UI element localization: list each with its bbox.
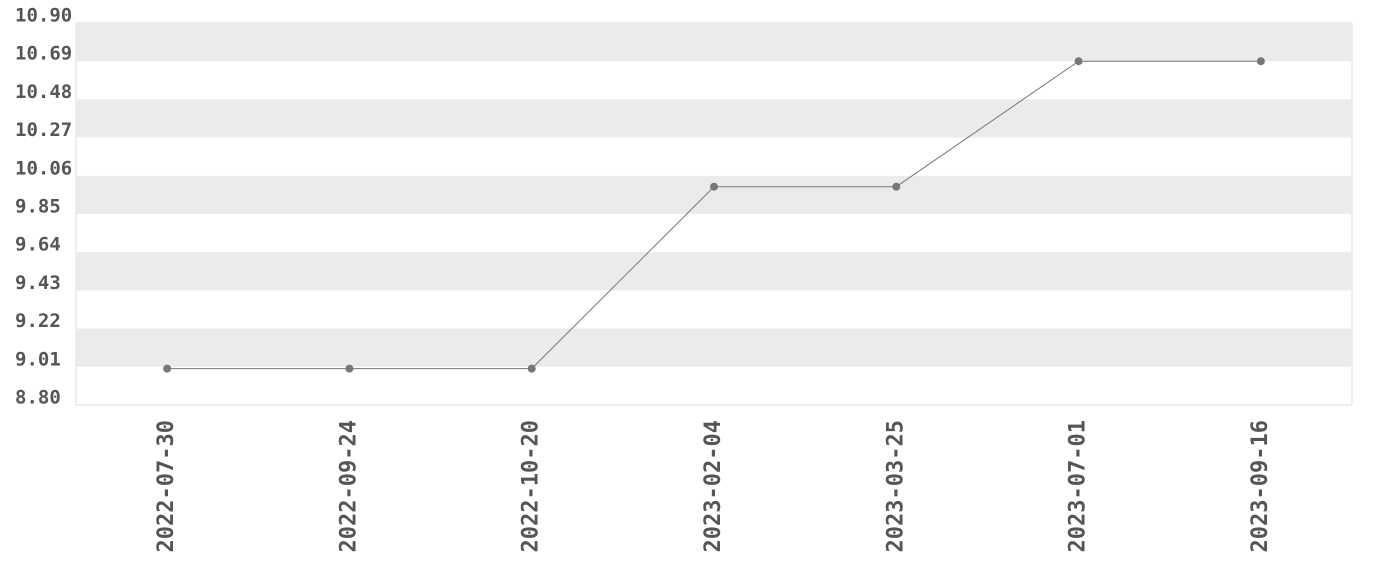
y-tick-label: 9.01 xyxy=(15,348,61,370)
x-tick-label: 2023-02-04 xyxy=(701,420,726,552)
y-tick-label: 10.06 xyxy=(15,157,72,179)
point xyxy=(1074,57,1083,66)
grid-band xyxy=(76,99,1352,138)
point xyxy=(345,364,354,373)
x-tick-label: 2023-07-01 xyxy=(1066,420,1091,552)
point xyxy=(163,364,172,373)
point xyxy=(892,182,901,191)
point xyxy=(1256,57,1265,66)
x-tick-label: 2022-10-20 xyxy=(519,420,544,552)
x-tick-label: 2022-07-30 xyxy=(154,420,179,552)
y-tick-label: 9.64 xyxy=(15,234,61,256)
grid-band xyxy=(76,252,1352,291)
y-tick-label: 8.80 xyxy=(15,387,61,409)
x-tick-label: 2022-09-24 xyxy=(336,420,361,552)
x-tick-label: 2023-09-16 xyxy=(1248,420,1273,552)
y-tick-label: 9.85 xyxy=(15,196,61,218)
y-tick-label: 10.48 xyxy=(15,81,72,103)
y-tick-label: 9.22 xyxy=(15,310,61,332)
y-tick-label: 10.27 xyxy=(15,119,72,141)
grid-band xyxy=(76,175,1352,214)
x-tick-label: 2023-03-25 xyxy=(883,420,908,552)
point xyxy=(527,364,536,373)
y-tick-label: 10.90 xyxy=(15,5,72,27)
grid-band xyxy=(76,328,1352,367)
y-tick-label: 9.43 xyxy=(15,272,61,294)
grid-band xyxy=(76,23,1352,62)
y-tick-label: 10.69 xyxy=(15,43,72,65)
point xyxy=(710,182,718,191)
